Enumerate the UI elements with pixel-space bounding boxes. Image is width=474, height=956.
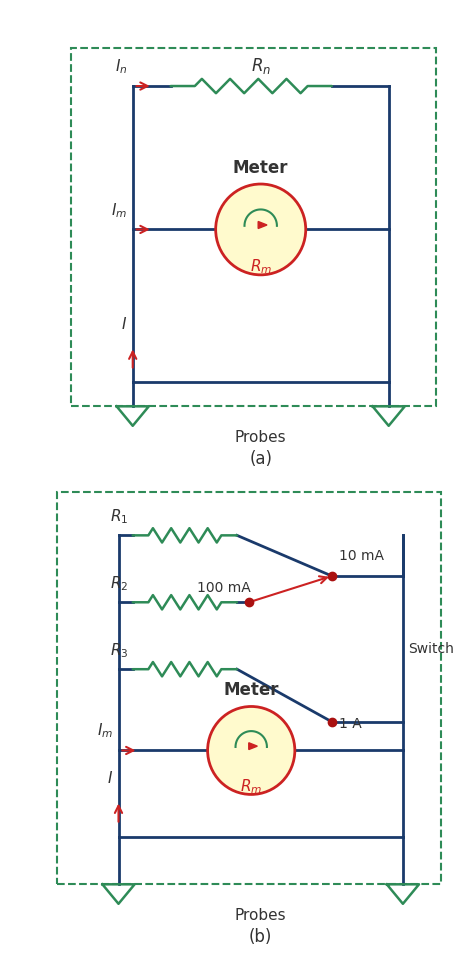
Text: $R_3$: $R_3$ [109,641,128,660]
Text: $I_n$: $I_n$ [115,57,127,76]
Text: 10 mA: 10 mA [339,549,384,562]
Bar [71,48,436,406]
Text: Switch: Switch [409,641,455,656]
Polygon shape [258,222,267,228]
Text: (b): (b) [249,928,273,945]
Text: 1 A: 1 A [339,717,362,731]
Polygon shape [249,743,257,750]
Text: $I$: $I$ [121,316,127,333]
Circle shape [216,184,306,275]
Text: $R_n$: $R_n$ [251,55,271,76]
Text: (a): (a) [249,450,272,467]
Text: Meter: Meter [233,159,289,177]
Text: $R_m$: $R_m$ [240,777,262,796]
Text: $R_2$: $R_2$ [109,574,128,593]
Circle shape [208,706,295,794]
Text: $R_m$: $R_m$ [250,257,272,276]
Text: $R_1$: $R_1$ [109,507,128,526]
Text: $I_m$: $I_m$ [111,201,127,220]
Text: $I_m$: $I_m$ [97,721,113,740]
Text: 100 mA: 100 mA [197,581,250,595]
Text: Probes: Probes [235,430,286,445]
Text: Meter: Meter [223,681,279,699]
Bar [57,492,441,884]
Text: Probes: Probes [235,908,286,923]
Text: $I$: $I$ [107,771,113,786]
